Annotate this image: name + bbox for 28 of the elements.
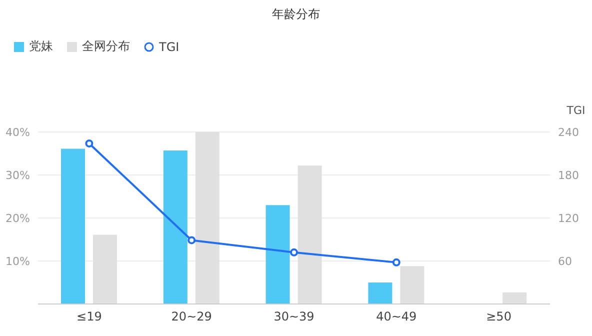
x-tick-label: ≥50 [486,310,512,324]
x-tick-label: 30~39 [274,310,314,324]
legend-label: 党妹 [28,38,53,55]
y-tick-label: 40% [6,126,30,139]
x-tick-label: ≤19 [76,310,102,324]
y-tick-label: 10% [6,254,30,268]
point [85,139,94,148]
point [392,258,400,266]
x-tick-label: 40~49 [376,310,417,324]
chart-title: 年龄分布 [271,6,321,23]
y2-tick-label: 120 [558,212,579,225]
x-tick-label: 20~29 [171,310,212,324]
point [188,236,196,244]
y-tick-label: 30% [6,168,30,182]
y2-tick-label: 180 [558,168,579,182]
y2-tick-label: 240 [558,126,579,139]
legend-label: TGI [158,38,180,55]
y-tick-label: 20% [6,212,30,225]
bar [368,282,392,304]
y2-axis-title: TGI [566,104,586,117]
legend-label: 全网分布 [81,38,130,55]
bar [400,266,424,304]
bar [61,148,85,304]
bar [266,205,290,304]
point [290,248,298,256]
y2-tick-label: 60 [558,254,572,268]
bar [163,150,188,304]
bar [502,292,527,304]
